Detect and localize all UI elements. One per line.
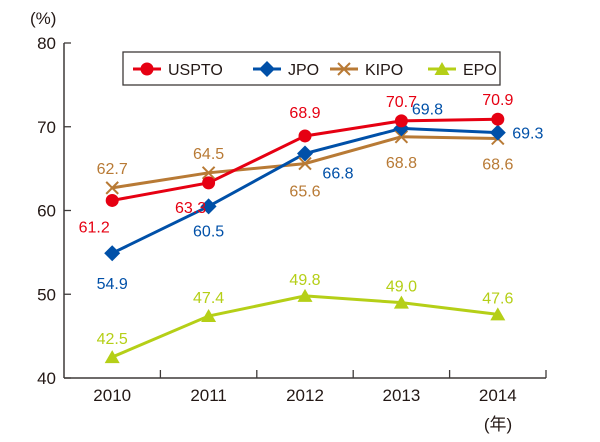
x-tick-label: 2012	[286, 386, 324, 405]
marker-stroke	[298, 156, 312, 171]
marker-stroke	[201, 166, 216, 180]
legend-marker-kipo	[337, 62, 351, 76]
marker-stroke	[105, 181, 119, 195]
y-tick-label: 80	[37, 34, 56, 53]
legend-label-kipo: KIPO	[365, 62, 403, 79]
data-label-epo: 42.5	[97, 331, 128, 348]
data-label-uspto: 61.2	[79, 219, 110, 236]
data-label-kipo: 68.6	[482, 156, 513, 173]
y-tick-label: 60	[37, 202, 56, 221]
data-label-uspto: 63.3	[175, 200, 206, 217]
marker-jpo	[489, 124, 506, 141]
marker-kipo	[394, 130, 409, 144]
x-tick-label: 2010	[93, 386, 131, 405]
marker-stroke	[394, 130, 409, 144]
series-line-epo	[111, 294, 498, 359]
marker-kipo	[298, 156, 312, 171]
marker-stroke	[337, 62, 351, 76]
data-label-jpo: 60.5	[193, 223, 224, 240]
marker-uspto	[491, 112, 505, 126]
marker-uspto	[394, 114, 408, 128]
data-labels: 61.2 63.3 68.9 70.7 70.9 54.9 60.5 66.8 69.8 69.3…	[79, 92, 544, 348]
marker-epo	[297, 288, 313, 302]
legend: USPTO JPO KIPO EPO	[122, 51, 501, 86]
data-label-uspto: 70.7	[386, 94, 417, 111]
marker-jpo	[104, 245, 121, 262]
data-label-uspto: 70.9	[482, 92, 513, 109]
data-label-jpo: 69.8	[412, 101, 443, 118]
data-label-kipo: 64.5	[193, 146, 224, 163]
data-label-epo: 47.4	[193, 290, 224, 307]
marker-epo	[490, 307, 506, 321]
x-tick-label: 2011	[190, 386, 227, 405]
data-label-epo: 47.6	[482, 290, 513, 307]
legend-marker-epo	[434, 62, 450, 75]
data-label-uspto: 68.9	[289, 105, 320, 122]
data-label-jpo: 69.3	[512, 126, 543, 143]
marker-uspto	[105, 193, 119, 207]
data-label-epo: 49.0	[386, 279, 417, 296]
legend-label-jpo: JPO	[288, 62, 319, 79]
marker-jpo	[200, 198, 217, 215]
marker-kipo	[105, 181, 119, 195]
marker-kipo	[201, 166, 216, 180]
data-label-kipo: 62.7	[97, 161, 128, 178]
data-label-jpo: 54.9	[97, 276, 128, 293]
marker-uspto	[202, 176, 216, 190]
y-tick-label: 70	[37, 118, 56, 137]
data-label-jpo: 66.8	[322, 166, 353, 183]
data-label-epo: 49.8	[289, 272, 320, 289]
legend-label-uspto: USPTO	[168, 62, 223, 79]
data-label-kipo: 65.6	[289, 184, 320, 201]
data-label-kipo: 68.8	[386, 155, 417, 172]
marker-epo	[393, 295, 409, 309]
marker-jpo	[297, 145, 313, 162]
legend-marker-jpo	[259, 61, 275, 77]
y-tick-label: 40	[37, 369, 56, 388]
series-group	[104, 112, 506, 364]
marker-uspto	[298, 129, 312, 143]
x-tick-label: 2013	[382, 386, 420, 405]
legend-marker-uspto	[140, 62, 154, 76]
x-tick-label: 2014	[479, 386, 517, 405]
y-axis-unit-label: (%)	[30, 9, 56, 28]
marker-epo	[104, 350, 120, 364]
marker-epo	[201, 309, 217, 323]
axes: 40 50 60 70 80 2010 2011 2012 2013 2014	[37, 34, 547, 405]
x-axis-unit-label: (年)	[484, 415, 512, 434]
legend-label-epo: EPO	[463, 62, 497, 79]
y-tick-label: 50	[37, 285, 56, 304]
